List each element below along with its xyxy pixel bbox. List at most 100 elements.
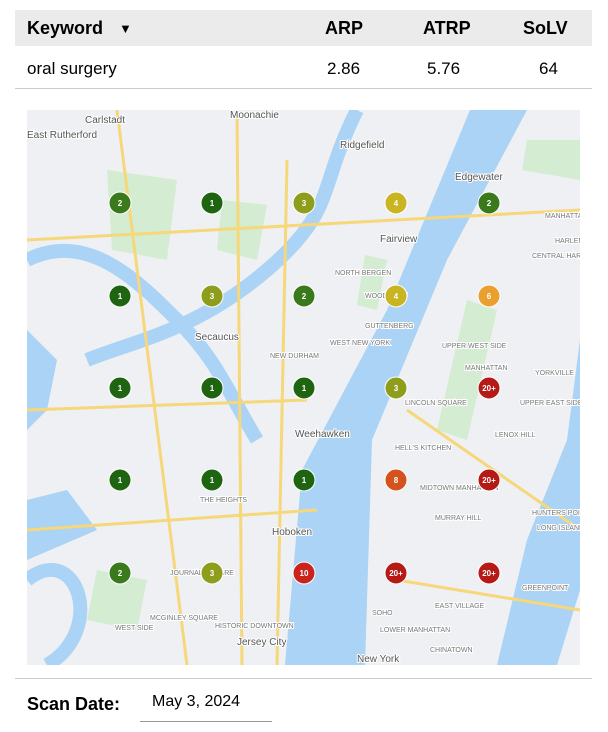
marker-dot	[108, 191, 132, 215]
marker-dot	[384, 376, 408, 400]
marker-rank: 2	[487, 199, 492, 208]
rank-marker[interactable]: 8	[384, 468, 408, 492]
map-label: Ridgefield	[340, 140, 384, 151]
map-label: LOWER MANHATTAN	[380, 627, 450, 634]
marker-rank: 20+	[389, 569, 403, 578]
marker-dot	[200, 376, 224, 400]
marker-rank: 2	[118, 569, 123, 578]
map-label: LINCOLN SQUARE	[405, 400, 467, 407]
rank-marker[interactable]: 2	[108, 561, 132, 585]
rank-marker[interactable]: 3	[200, 284, 224, 308]
marker-rank: 1	[302, 476, 307, 485]
map-label: CENTRAL HARLEM	[532, 253, 580, 260]
marker-rank: 8	[394, 476, 399, 485]
scan-label: Scan Date:	[27, 694, 121, 714]
date-underline	[140, 721, 272, 722]
header-cell[interactable]: Keyword	[27, 18, 104, 38]
rank-marker[interactable]: 20+	[477, 376, 501, 400]
map-label: Moonachie	[230, 110, 279, 121]
cell: oral surgery	[27, 59, 117, 78]
marker-rank: 20+	[482, 384, 496, 393]
marker-dot	[384, 468, 408, 492]
map-label: East Rutherford	[27, 130, 97, 141]
header-cell: ARP	[325, 18, 364, 38]
marker-rank: 4	[394, 199, 399, 208]
scan-date[interactable]: May 3, 2024	[152, 693, 241, 710]
map-label: Hoboken	[272, 527, 312, 538]
rank-marker[interactable]: 1	[292, 376, 316, 400]
marker-dot	[384, 191, 408, 215]
map-label: HELL'S KITCHEN	[395, 445, 451, 452]
marker-dot	[384, 284, 408, 308]
map-label: MURRAY HILL	[435, 515, 482, 522]
marker-dot	[477, 284, 501, 308]
rank-marker[interactable]: 3	[292, 191, 316, 215]
marker-dot	[292, 191, 316, 215]
marker-dot	[200, 561, 224, 585]
map-label: THE HEIGHTS	[200, 497, 247, 504]
rank-marker[interactable]: 20+	[477, 561, 501, 585]
rank-marker[interactable]: 20+	[477, 468, 501, 492]
rank-marker[interactable]: 10	[292, 561, 316, 585]
marker-rank: 6	[487, 292, 492, 301]
rank-marker[interactable]: 2	[108, 191, 132, 215]
rank-marker[interactable]: 1	[200, 468, 224, 492]
marker-rank: 4	[394, 292, 399, 301]
map-labels: Carlstadt Moonachie Ridgefield East Rutherf…	[27, 110, 580, 665]
marker-dot	[292, 284, 316, 308]
rank-marker[interactable]: 1	[200, 376, 224, 400]
map-label: Weehawken	[295, 429, 350, 440]
cell: 64	[539, 59, 558, 78]
rank-marker[interactable]: 2	[292, 284, 316, 308]
map-label: Fairview	[380, 234, 418, 245]
rank-marker[interactable]: 20+	[384, 561, 408, 585]
marker-rank: 1	[118, 384, 123, 393]
rank-marker[interactable]: 4	[384, 191, 408, 215]
map-label: MIDTOWN MANHATTAN	[420, 485, 499, 492]
table-header: Keyword ▼ ARP ATRP SoLV	[15, 10, 592, 46]
marker-rank: 3	[210, 292, 215, 301]
map-label: New York	[357, 654, 400, 665]
marker-rank: 3	[302, 199, 307, 208]
map-label: NORTH BERGEN	[335, 270, 391, 277]
header-cell: SoLV	[523, 18, 568, 38]
map-label: EAST VILLAGE	[435, 603, 485, 610]
rank-marker[interactable]: 1	[108, 468, 132, 492]
marker-dot	[477, 376, 501, 400]
rank-marker[interactable]: 3	[384, 376, 408, 400]
marker-rank: 1	[210, 384, 215, 393]
map-label: SOHO	[372, 610, 393, 617]
marker-dot	[477, 468, 501, 492]
marker-dot	[108, 284, 132, 308]
map-label: LENOX HILL	[495, 432, 536, 439]
marker-dot	[292, 468, 316, 492]
rank-marker[interactable]: 4	[384, 284, 408, 308]
rank-marker[interactable]: 6	[477, 284, 501, 308]
header-cell: ATRP	[423, 18, 471, 38]
rivers	[27, 110, 364, 665]
rank-marker[interactable]: 1	[200, 191, 224, 215]
map-label: WEST SIDE	[115, 625, 154, 632]
rank-marker[interactable]: 2	[477, 191, 501, 215]
marker-dot	[292, 561, 316, 585]
rank-marker[interactable]: 3	[200, 561, 224, 585]
map-label: MCGINLEY SQUARE	[150, 615, 218, 622]
map-label: Carlstadt	[85, 115, 125, 126]
table-row: oral surgery 2.86 5.76 64	[15, 48, 592, 89]
rank-marker[interactable]: 1	[108, 284, 132, 308]
parks	[87, 140, 580, 630]
rank-markers: 2 1 3 4 2 1 3 2 4 6 1 1 1 3 20+ 1 1 1 8 20+ 2 3 10 20+ 20+	[108, 191, 501, 585]
marker-rank: 1	[210, 476, 215, 485]
marker-dot	[477, 561, 501, 585]
map-label: Jersey City	[237, 637, 286, 648]
rank-marker[interactable]: 1	[292, 468, 316, 492]
cell: 2.86	[327, 59, 361, 78]
marker-rank: 1	[210, 199, 215, 208]
map-label: YORKVILLE	[535, 370, 574, 377]
marker-dot	[200, 468, 224, 492]
map-label: GUTTENBERG	[365, 323, 414, 330]
rank-marker[interactable]: 1	[108, 376, 132, 400]
sort-icon[interactable]: ▼	[119, 21, 132, 36]
map-label: Edgewater	[455, 172, 503, 183]
